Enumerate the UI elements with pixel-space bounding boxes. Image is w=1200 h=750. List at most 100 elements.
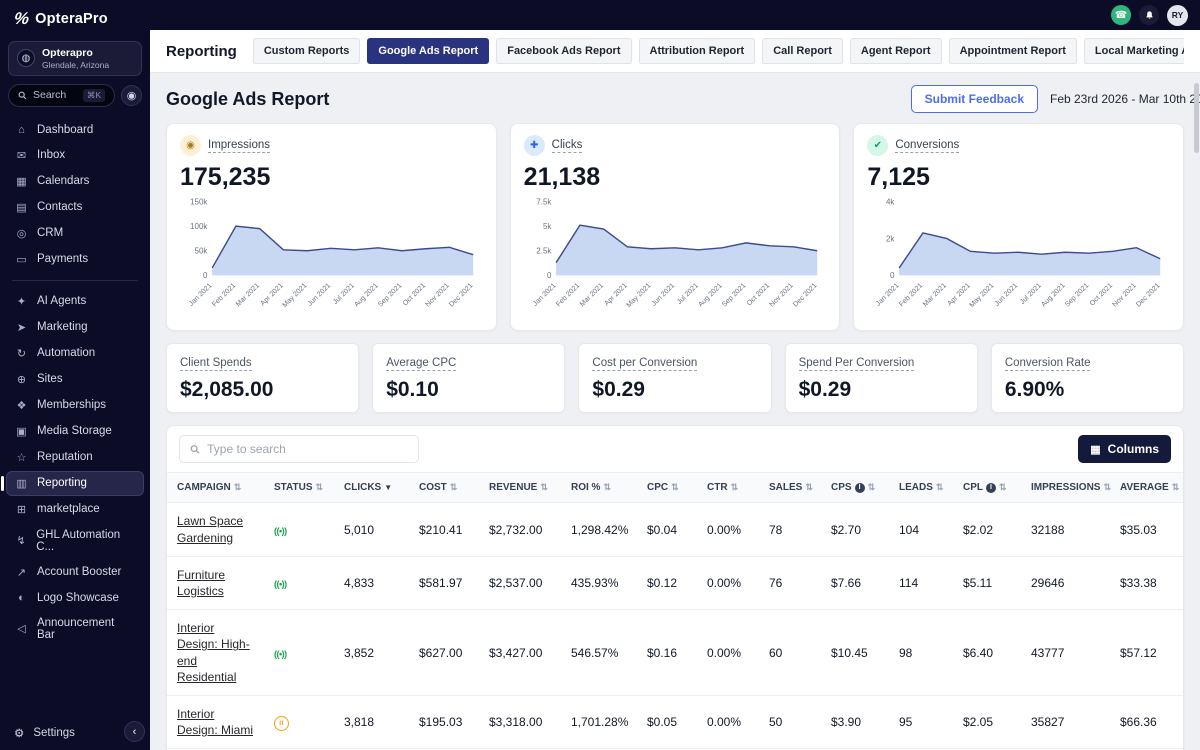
sort-icon: ⇅	[233, 482, 242, 493]
sidebar-item-media-storage[interactable]: ▣ Media Storage	[6, 419, 144, 444]
report-tabs: Custom Reports Google Ads Report Faceboo…	[252, 38, 1184, 64]
sidebar-item-ai-agents[interactable]: ✦ AI Agents	[6, 289, 144, 314]
sidebar-item-automation[interactable]: ↻ Automation	[6, 341, 144, 366]
sidebar-item-crm[interactable]: ◎ CRM	[6, 221, 144, 246]
sidebar-item-reporting[interactable]: ▥ Reporting	[1, 470, 144, 496]
inbox-icon: ✉	[16, 149, 27, 162]
col-cpl[interactable]: CPL i ⇅	[953, 472, 1021, 504]
clicks-label[interactable]: Clicks	[551, 138, 583, 153]
average-cpc-label[interactable]: Average CPC	[386, 357, 457, 372]
info-icon[interactable]: i	[854, 482, 865, 493]
sidebar-item-sites[interactable]: ⊕ Sites	[6, 367, 144, 392]
sidebar-item-memberships[interactable]: ❖ Memberships	[6, 393, 144, 418]
tab-google-ads-report[interactable]: Google Ads Report	[367, 38, 490, 64]
table-search-input[interactable]	[207, 442, 408, 457]
vertical-scrollbar[interactable]	[1194, 83, 1199, 153]
cost-per-conversion-label[interactable]: Cost per Conversion	[592, 357, 698, 372]
col-cps[interactable]: CPS i ⇅	[821, 472, 889, 504]
user-avatar[interactable]: RY	[1167, 4, 1188, 26]
impressions-label[interactable]: Impressions	[208, 138, 270, 153]
date-range[interactable]: Feb 23rd 2026 - Mar 10th 2026	[1050, 92, 1200, 106]
tab-appointment-report[interactable]: Appointment Report	[948, 38, 1077, 64]
col-leads[interactable]: Leads ⇅	[889, 472, 953, 504]
col-impressions[interactable]: Impressions ⇅	[1021, 472, 1111, 504]
sidebar-item-inbox[interactable]: ✉ Inbox	[6, 143, 144, 168]
campaign-link[interactable]: Lawn Space Gardening	[177, 514, 244, 545]
svg-text:Aug 2021: Aug 2021	[696, 281, 723, 308]
table-row: Furniture Logistics ((•)) 4,833 $581.97 $…	[167, 556, 1183, 611]
table-row: Interior Design: High-end Residential ((…	[167, 609, 1183, 696]
reporting-icon: ▥	[16, 477, 27, 490]
svg-text:Nov 2021: Nov 2021	[1111, 281, 1138, 308]
contacts-icon: ▤	[16, 201, 27, 214]
payments-icon: ▭	[16, 253, 27, 266]
col-status[interactable]: Status ⇅	[264, 472, 334, 504]
submit-feedback-button[interactable]: Submit Feedback	[910, 85, 1038, 113]
col-ctr[interactable]: CTR ⇅	[697, 472, 759, 504]
sidebar-item-ghl-automation[interactable]: ↯ GHL Automation C...	[6, 523, 144, 559]
svg-text:Mar 2021: Mar 2021	[578, 281, 605, 308]
tab-agent-report[interactable]: Agent Report	[849, 38, 942, 64]
settings-icon: ⚙	[14, 728, 25, 740]
sidebar-item-account-booster[interactable]: ↗ Account Booster	[6, 560, 144, 585]
sort-icon: ⇅	[603, 482, 611, 493]
spend-per-conversion-label[interactable]: Spend Per Conversion	[798, 357, 915, 372]
col-campaign[interactable]: Campaign ⇅	[167, 472, 264, 504]
average-cpc-value: $0.10	[386, 378, 439, 402]
sidebar-item-announcement-bar[interactable]: ◁ Announcement Bar	[6, 611, 144, 647]
tab-attribution-report[interactable]: Attribution Report	[638, 38, 756, 64]
col-average[interactable]: Average ⇅	[1110, 472, 1183, 504]
notifications-button[interactable]	[1139, 5, 1159, 25]
conversions-label[interactable]: Conversions	[895, 138, 960, 153]
col-cost[interactable]: Cost ⇅	[409, 472, 479, 504]
calendars-icon: ▦	[16, 175, 27, 188]
info-icon[interactable]: i	[986, 482, 996, 493]
cost-per-conversion-value: $0.29	[592, 378, 645, 402]
topbar: ☎ RY	[150, 0, 1200, 30]
sidebar-item-calendars[interactable]: ▦ Calendars	[6, 169, 144, 194]
quick-profile-button[interactable]: ◉	[121, 84, 142, 106]
tab-custom-reports[interactable]: Custom Reports	[252, 38, 361, 64]
sidebar-item-dashboard[interactable]: ⌂ Dashboard	[6, 118, 144, 142]
campaign-link[interactable]: Interior Design: Miami	[177, 706, 254, 738]
sidebar-collapse-button[interactable]: ‹	[124, 721, 145, 742]
svg-text:Dec 2021: Dec 2021	[1135, 281, 1162, 308]
sidebar-item-marketplace[interactable]: ⊞ marketplace	[6, 497, 144, 522]
tab-facebook-ads-report[interactable]: Facebook Ads Report	[496, 38, 632, 64]
client-spends-label[interactable]: Client Spends	[180, 357, 252, 372]
sort-icon: ⇅	[730, 482, 739, 493]
sidebar-item-reputation[interactable]: ☆ Reputation	[6, 445, 144, 470]
campaign-link[interactable]: Furniture Logistics	[177, 567, 226, 598]
conversion-rate-value: 6.90%	[1004, 378, 1065, 402]
sidebar-item-logo-showcase[interactable]: ◐ Logo Showcase	[6, 586, 144, 610]
page-title: Google Ads Report	[166, 88, 330, 109]
campaign-link[interactable]: Interior Design: High-end Residential	[177, 621, 250, 684]
phone-button[interactable]: ☎	[1111, 5, 1131, 25]
col-sales[interactable]: Sales ⇅	[759, 472, 821, 504]
account-switcher[interactable]: ◍ Opterapro Glendale, Arizona	[8, 41, 142, 76]
eye-icon: ◉	[180, 135, 201, 156]
columns-button[interactable]: ▦ Columns	[1078, 435, 1171, 464]
brand-logo-icon: %	[12, 9, 31, 28]
sidebar-item-contacts[interactable]: ▤ Contacts	[6, 195, 144, 220]
sidebar-item-settings[interactable]: ⚙ Settings	[0, 720, 150, 750]
col-clicks[interactable]: Clicks ▼	[334, 472, 409, 504]
sidebar-item-label: Payments	[37, 253, 89, 266]
campaigns-table: Campaign ⇅ Status ⇅ Clicks ▼ Cost ⇅ Revenue ⇅…	[167, 472, 1183, 750]
sidebar-search-input[interactable]: Search ⌘K	[8, 83, 115, 107]
col-cpc[interactable]: CPC ⇅	[637, 472, 697, 504]
search-label: Search	[33, 89, 67, 102]
sidebar-item-payments[interactable]: ▭ Payments	[6, 247, 144, 272]
col-revenue[interactable]: Revenue ⇅	[479, 472, 561, 504]
conversion-rate-label[interactable]: Conversion Rate	[1004, 357, 1091, 372]
sidebar-search-row: Search ⌘K ◉	[8, 83, 142, 107]
svg-text:Jan 2021: Jan 2021	[875, 281, 901, 307]
brand: % OpteraPro	[0, 0, 150, 35]
tab-call-report[interactable]: Call Report	[762, 38, 843, 64]
svg-text:0: 0	[203, 271, 208, 280]
table-search[interactable]	[179, 435, 419, 464]
columns-button-label: Columns	[1107, 442, 1159, 457]
sidebar-item-marketing[interactable]: ➤ Marketing	[6, 315, 144, 340]
col-roi[interactable]: Roi % ⇅	[561, 472, 637, 504]
tab-local-marketing-audit[interactable]: Local Marketing Audit	[1083, 38, 1184, 64]
